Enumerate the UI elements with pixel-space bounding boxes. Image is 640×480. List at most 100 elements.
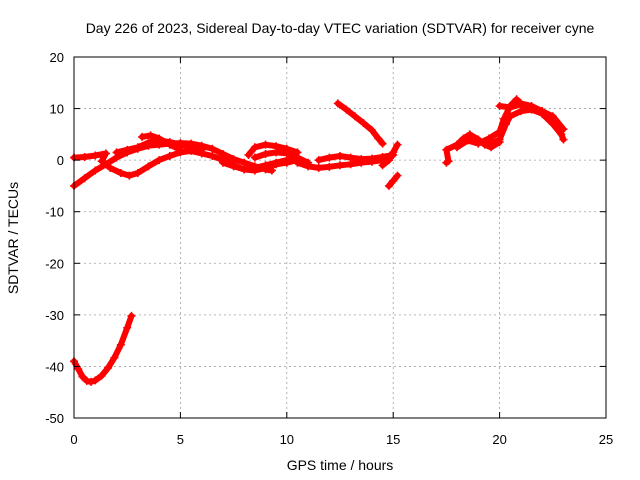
data-point <box>244 150 253 159</box>
data-point <box>155 134 164 143</box>
series-arc-o <box>484 105 566 149</box>
x-axis-label: GPS time / hours <box>287 457 394 473</box>
data-point <box>357 155 366 164</box>
data-point <box>144 138 153 147</box>
data-point <box>197 145 206 154</box>
data-point <box>559 135 568 144</box>
data-point <box>91 376 100 385</box>
series-arc-j <box>378 140 402 170</box>
x-tick-label: 15 <box>386 432 400 447</box>
data-point <box>91 151 100 160</box>
data-point <box>506 112 515 121</box>
data-point <box>393 171 402 180</box>
data-point <box>97 157 106 166</box>
data-point <box>261 140 270 149</box>
y-tick-label: -20 <box>45 256 64 271</box>
data-point <box>367 126 376 135</box>
data-point <box>106 163 115 172</box>
data-point <box>389 148 398 157</box>
data-point <box>272 148 281 157</box>
y-tick-label: 0 <box>57 153 64 168</box>
data-point <box>133 169 142 178</box>
data-point <box>123 145 132 154</box>
data-point <box>314 163 323 172</box>
data-point <box>367 154 376 163</box>
data-point <box>110 353 119 362</box>
axis-ticks <box>73 56 607 419</box>
y-tick-labels: -50 -40 -30 -20 -10 0 10 20 <box>45 50 64 426</box>
data-point <box>80 153 89 162</box>
data-point <box>314 156 323 165</box>
series-trace <box>379 141 401 169</box>
data-point <box>87 377 96 386</box>
data-point <box>495 101 504 110</box>
data-point <box>516 107 525 116</box>
data-point <box>384 156 393 165</box>
y-axis-label: SDTVAR / TECUs <box>5 182 21 294</box>
data-point <box>304 162 313 171</box>
data-point <box>138 132 147 141</box>
data-point <box>384 181 393 190</box>
data-point <box>325 162 334 171</box>
y-tick-label: -30 <box>45 308 64 323</box>
data-point <box>378 139 387 148</box>
series-arc-g <box>250 148 313 167</box>
data-point <box>453 143 462 152</box>
plot-frame <box>73 56 607 419</box>
data-point <box>82 376 91 385</box>
data-point <box>240 158 249 167</box>
series-arc-d <box>138 131 185 154</box>
data-point <box>516 100 525 109</box>
data-point <box>250 153 259 162</box>
data-point <box>374 134 383 143</box>
y-tick-label: -10 <box>45 205 64 220</box>
y-tick-label: -40 <box>45 359 64 374</box>
data-point <box>336 152 344 161</box>
data-point <box>80 174 89 183</box>
data-point <box>187 143 196 152</box>
data-point <box>78 372 87 381</box>
x-tick-label: 0 <box>70 432 77 447</box>
data-point <box>325 153 334 162</box>
data-point <box>125 171 134 180</box>
data-point <box>293 158 302 167</box>
series-arc-low <box>70 311 136 386</box>
data-point <box>393 140 402 149</box>
data-point <box>282 156 291 165</box>
data-point <box>346 153 355 162</box>
data-point <box>378 161 387 170</box>
data-point <box>218 158 227 167</box>
data-point <box>91 166 100 175</box>
y-tick-label: -50 <box>45 411 64 426</box>
series-arc-i <box>314 150 398 165</box>
series-trace <box>71 312 135 385</box>
data-point <box>116 169 125 178</box>
data-point <box>176 145 185 154</box>
data-point <box>442 145 451 154</box>
data-point <box>538 107 547 116</box>
series-arc-p <box>495 100 568 134</box>
data-point <box>465 130 474 139</box>
data-point <box>359 119 368 128</box>
series-arc-l <box>384 171 402 190</box>
data-point <box>104 363 113 372</box>
data-point <box>261 149 270 158</box>
data-point <box>250 143 259 152</box>
data-point <box>229 162 238 171</box>
data-point <box>333 99 342 108</box>
data-point <box>261 161 270 170</box>
series-arc-h <box>293 156 387 172</box>
data-point <box>165 140 174 149</box>
data-point <box>378 153 387 162</box>
data-point <box>389 176 398 185</box>
y-tick-label: 10 <box>50 102 64 117</box>
data-point <box>101 149 110 158</box>
data-point <box>282 149 291 158</box>
data-point <box>346 160 355 169</box>
data-point <box>474 139 483 148</box>
data-point <box>272 158 281 167</box>
data-point <box>144 162 153 171</box>
data-point <box>527 103 536 112</box>
data-point <box>208 152 217 161</box>
